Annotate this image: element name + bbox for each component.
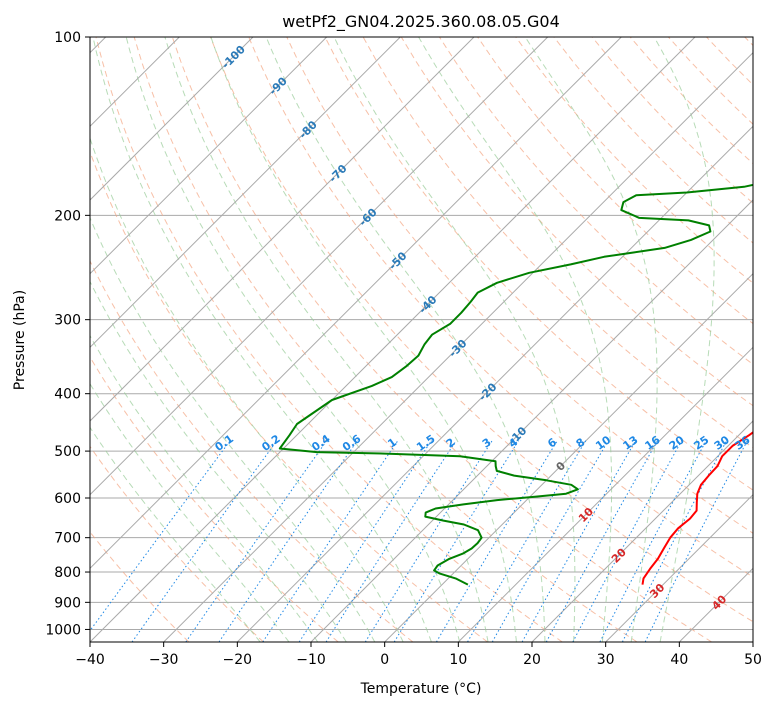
- mixing-ratio-line: [325, 440, 457, 642]
- dry-adiabat-line: [171, 37, 712, 642]
- moist-adiabats: [90, 37, 715, 642]
- isotherm-line: [90, 37, 254, 201]
- moist-adiabat-line: [210, 37, 517, 642]
- mixing-ratio-line: [393, 440, 520, 642]
- mixing-ratio-line: [364, 440, 493, 642]
- moist-adiabat-line: [90, 136, 404, 642]
- chart-title: wetPf2_GN04.2025.360.08.05.G04: [282, 12, 560, 32]
- skewed-isotherms: [90, 37, 753, 642]
- isotherm-line: [90, 37, 622, 570]
- isotherm-line: [457, 346, 753, 642]
- dry-adiabat-line: [515, 37, 753, 284]
- x-tick-label: 0: [380, 652, 389, 668]
- y-tick-label: 600: [54, 491, 81, 507]
- moist-adiabat-line: [265, 37, 546, 642]
- dry-adiabat-line: [286, 37, 753, 534]
- isotherm-line: [384, 272, 753, 642]
- moist-adiabat-line: [333, 37, 576, 642]
- mixing-ratio-line: [521, 440, 637, 642]
- x-tick-label: −20: [223, 652, 253, 668]
- y-tick-label: 900: [54, 595, 81, 611]
- dry-adiabat-line: [90, 445, 264, 642]
- isotherm-line: [90, 37, 696, 642]
- moist-adiabat-line: [653, 37, 715, 642]
- mixing-ratio-line: [131, 440, 278, 642]
- isotherm-line: [90, 37, 549, 496]
- x-axis-label: Temperature (°C): [360, 681, 482, 697]
- moist-adiabat-line: [90, 280, 347, 642]
- pressure-grid: [90, 37, 753, 630]
- moist-adiabat-line: [90, 334, 319, 642]
- mixing-ratio-line: [90, 440, 231, 632]
- isotherm-line: [236, 125, 753, 642]
- moist-adiabat-line: [524, 37, 658, 642]
- isotherm-line: [531, 420, 753, 642]
- mixing-ratio-lines: [90, 440, 748, 642]
- moist-adiabat-line: [90, 382, 290, 642]
- dry-adiabat-line: [90, 259, 414, 642]
- dry-adiabat-line: [90, 356, 339, 642]
- isotherm-line: [90, 37, 401, 349]
- moist-adiabat-line: [418, 37, 613, 642]
- moist-adiabat-line: [164, 37, 489, 642]
- mixing-ratio-line: [262, 440, 399, 642]
- plot-frame: [89, 36, 754, 643]
- x-tick-label: −40: [75, 652, 105, 668]
- isotherm-line: [163, 51, 753, 642]
- moist-adiabat-line: [125, 37, 461, 642]
- moist-adiabat-line: [90, 216, 376, 642]
- isotherm-line: [310, 199, 753, 642]
- plot-area: -100-90-80-70-60-50-40-30-20-10010203040…: [90, 37, 753, 642]
- y-tick-label: 800: [54, 565, 81, 581]
- isotherm-line: [90, 37, 328, 275]
- y-tick-label: 100: [54, 30, 81, 46]
- x-tick-label: 10: [449, 652, 467, 668]
- moist-adiabat-line: [92, 37, 432, 642]
- x-tick-label: −30: [149, 652, 179, 668]
- y-tick-label: 700: [54, 531, 81, 547]
- y-tick-label: 300: [54, 313, 81, 329]
- dry-adiabat-line: [210, 37, 753, 623]
- y-axis-ticks: 100 200 300 400 500 600 700 800 900 1000: [45, 30, 90, 638]
- mixing-ratio-line: [467, 440, 587, 642]
- x-tick-label: 50: [744, 652, 762, 668]
- y-tick-label: 1000: [45, 622, 81, 638]
- mixing-ratio-line: [545, 440, 659, 642]
- y-tick-label: 200: [54, 208, 81, 224]
- x-axis-ticks: −40 −30 −20 −10 0 10 20 30 40 50: [75, 642, 762, 668]
- dewpoint-profile-line: [278, 183, 753, 586]
- dry-adiabats: [90, 37, 753, 642]
- mixing-ratio-line: [644, 440, 748, 642]
- dry-adiabat-line: [95, 37, 563, 642]
- y-axis-label: Pressure (hPa): [12, 290, 28, 390]
- mixing-ratio-line: [491, 440, 609, 642]
- temperature-profile-line: [641, 431, 753, 585]
- y-tick-label: 500: [54, 444, 81, 460]
- dry-adiabat-line: [324, 37, 753, 491]
- moist-adiabat-line: [90, 426, 261, 642]
- y-tick-label: 400: [54, 387, 81, 403]
- mixing-ratio-line: [435, 440, 558, 642]
- profile-lines: [278, 183, 753, 586]
- x-tick-label: 40: [670, 652, 688, 668]
- x-tick-label: 30: [597, 652, 615, 668]
- isotherm-line: [605, 493, 753, 642]
- x-tick-label: 20: [523, 652, 541, 668]
- isotherm-line: [90, 37, 475, 422]
- dry-adiabat-line: [248, 37, 753, 578]
- x-tick-label: −10: [296, 652, 326, 668]
- mixing-ratio-line: [298, 440, 432, 642]
- mixing-ratio-line: [572, 440, 683, 642]
- mixing-ratio-line: [185, 440, 328, 642]
